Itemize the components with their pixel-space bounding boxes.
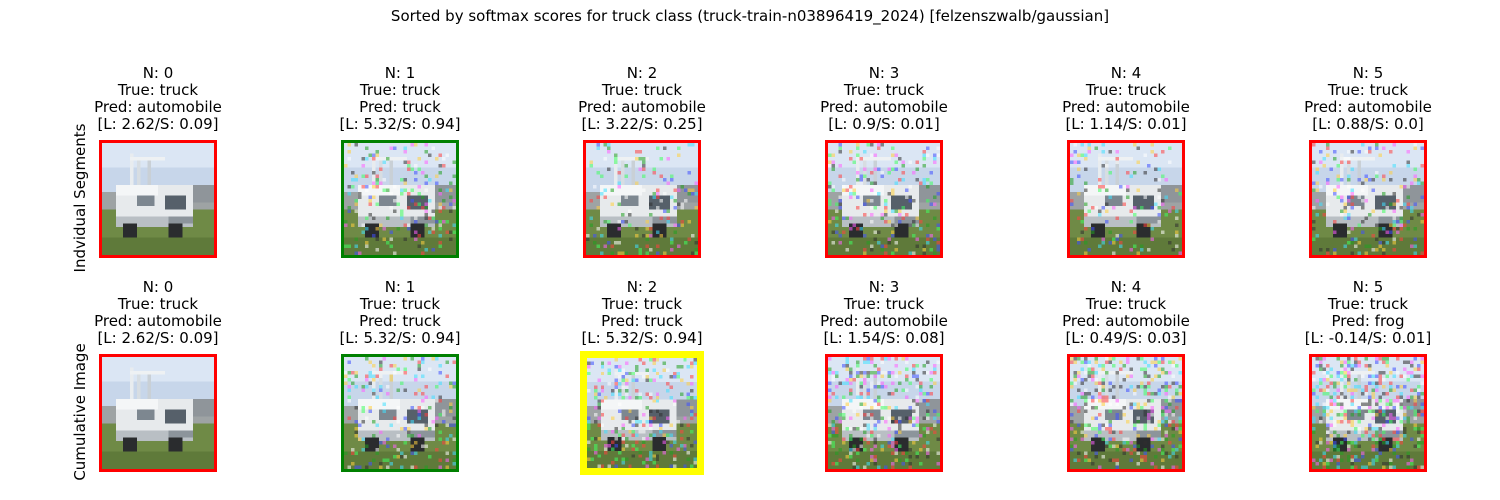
caption-n: N: 2: [626, 64, 658, 82]
segment-image-thumbnail: [580, 351, 704, 475]
segment-image-thumbnail: [99, 140, 217, 258]
caption-scores: [L: 2.62/S: 0.09]: [97, 115, 219, 133]
caption-n: N: 5: [1352, 64, 1384, 82]
caption-n: N: 0: [142, 64, 174, 82]
caption-scores: [L: 1.14/S: 0.01]: [1065, 115, 1187, 133]
caption-true-label: True: truck: [1327, 295, 1409, 313]
segment-image-thumbnail: [825, 354, 943, 472]
caption-true-label: True: truck: [1085, 81, 1167, 99]
caption-scores: [L: 5.32/S: 0.94]: [581, 329, 703, 347]
panel-caption: N: 4 True: truck Pred: automobile [L: 1.14/…: [1026, 65, 1226, 133]
caption-true-label: True: truck: [1085, 295, 1167, 313]
caption-pred-label: Pred: automobile: [94, 98, 222, 116]
panel-caption: N: 0 True: truck Pred: automobile [L: 2.62/…: [58, 279, 258, 347]
caption-true-label: True: truck: [117, 295, 199, 313]
caption-pred-label: Pred: frog: [1331, 312, 1405, 330]
panel-caption: N: 3 True: truck Pred: automobile [L: 0.9/S…: [784, 65, 984, 133]
caption-pred-label: Pred: truck: [359, 98, 441, 116]
caption-pred-label: Pred: automobile: [820, 98, 948, 116]
caption-pred-label: Pred: automobile: [1304, 98, 1432, 116]
caption-n: N: 3: [868, 64, 900, 82]
segment-image-thumbnail: [341, 354, 459, 472]
row-label-individual-segments: Indvidual Segments: [71, 123, 89, 273]
panel-caption: N: 0 True: truck Pred: automobile [L: 2.62/…: [58, 65, 258, 133]
segment-image-thumbnail: [583, 140, 701, 258]
caption-true-label: True: truck: [601, 295, 683, 313]
caption-n: N: 5: [1352, 278, 1384, 296]
caption-pred-label: Pred: automobile: [820, 312, 948, 330]
segment-image-thumbnail: [1067, 354, 1185, 472]
caption-scores: [L: 0.9/S: 0.01]: [828, 115, 940, 133]
panel-caption: N: 2 True: truck Pred: automobile [L: 3.22/…: [542, 65, 742, 133]
caption-scores: [L: -0.14/S: 0.01]: [1304, 329, 1432, 347]
caption-true-label: True: truck: [843, 295, 925, 313]
caption-scores: [L: 0.88/S: 0.0]: [1312, 115, 1424, 133]
caption-pred-label: Pred: automobile: [578, 98, 706, 116]
caption-pred-label: Pred: truck: [601, 312, 683, 330]
segment-image-thumbnail: [1067, 140, 1185, 258]
caption-true-label: True: truck: [117, 81, 199, 99]
panel-caption: N: 5 True: truck Pred: frog [L: -0.14/S: 0.…: [1268, 279, 1468, 347]
panel-caption: N: 1 True: truck Pred: truck [L: 5.32/S: 0.…: [300, 65, 500, 133]
caption-pred-label: Pred: automobile: [1062, 98, 1190, 116]
caption-scores: [L: 5.32/S: 0.94]: [339, 115, 461, 133]
panel-caption: N: 1 True: truck Pred: truck [L: 5.32/S: 0.…: [300, 279, 500, 347]
caption-pred-label: Pred: automobile: [94, 312, 222, 330]
segment-image-thumbnail: [1309, 140, 1427, 258]
caption-scores: [L: 2.62/S: 0.09]: [97, 329, 219, 347]
caption-n: N: 3: [868, 278, 900, 296]
caption-pred-label: Pred: truck: [359, 312, 441, 330]
caption-scores: [L: 1.54/S: 0.08]: [823, 329, 945, 347]
caption-n: N: 2: [626, 278, 658, 296]
panel-caption: N: 5 True: truck Pred: automobile [L: 0.88/…: [1268, 65, 1468, 133]
caption-pred-label: Pred: automobile: [1062, 312, 1190, 330]
caption-true-label: True: truck: [359, 81, 441, 99]
figure-title: Sorted by softmax scores for truck class…: [390, 7, 1110, 25]
caption-true-label: True: truck: [359, 295, 441, 313]
caption-n: N: 0: [142, 278, 174, 296]
panel-caption: N: 2 True: truck Pred: truck [L: 5.32/S: 0.…: [542, 279, 742, 347]
caption-true-label: True: truck: [843, 81, 925, 99]
caption-n: N: 4: [1110, 278, 1142, 296]
caption-true-label: True: truck: [1327, 81, 1409, 99]
row-label-cumulative-image: Cumulative Image: [71, 343, 89, 481]
segment-image-thumbnail: [99, 354, 217, 472]
caption-scores: [L: 3.22/S: 0.25]: [581, 115, 703, 133]
caption-scores: [L: 5.32/S: 0.94]: [339, 329, 461, 347]
caption-n: N: 1: [384, 278, 416, 296]
caption-true-label: True: truck: [601, 81, 683, 99]
segment-image-thumbnail: [825, 140, 943, 258]
panel-caption: N: 4 True: truck Pred: automobile [L: 0.49/…: [1026, 279, 1226, 347]
segment-image-thumbnail: [1309, 354, 1427, 472]
caption-n: N: 1: [384, 64, 416, 82]
panel-caption: N: 3 True: truck Pred: automobile [L: 1.54/…: [784, 279, 984, 347]
caption-scores: [L: 0.49/S: 0.03]: [1065, 329, 1187, 347]
caption-n: N: 4: [1110, 64, 1142, 82]
segment-image-thumbnail: [341, 140, 459, 258]
